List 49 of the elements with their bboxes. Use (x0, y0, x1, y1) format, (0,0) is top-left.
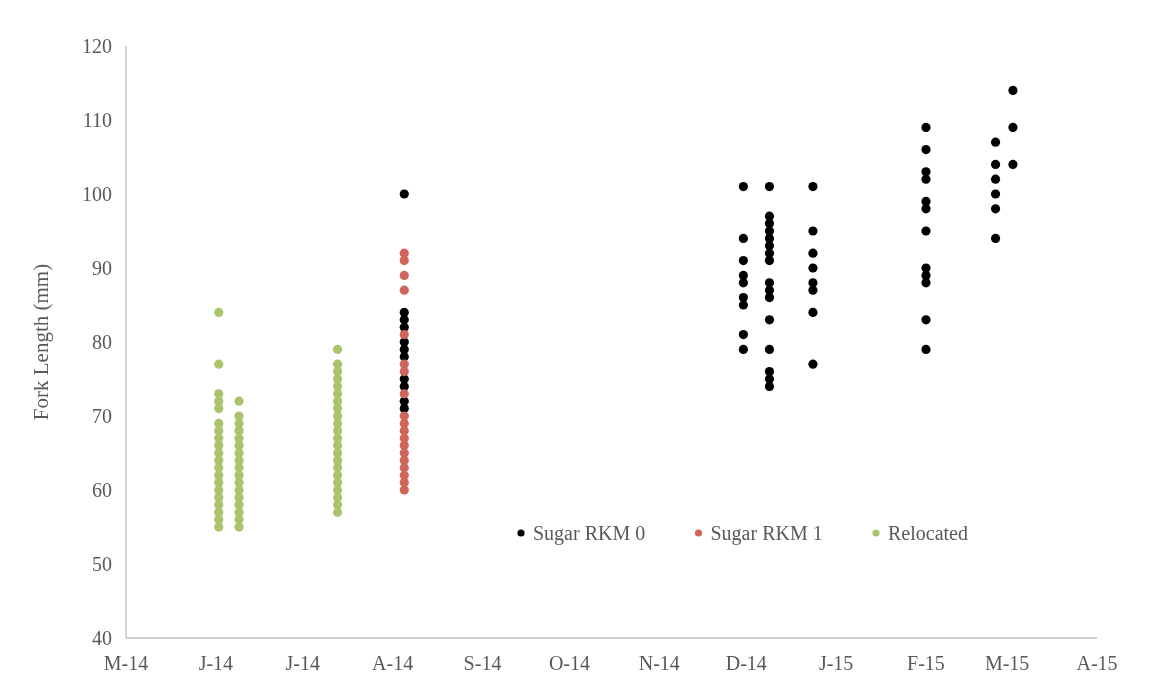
y-tick-label: 80 (92, 331, 112, 353)
point (399, 389, 409, 399)
y-tick-label: 60 (92, 479, 112, 501)
legend-label: Relocated (888, 522, 968, 544)
x-tick-label: N-14 (638, 652, 680, 674)
point (332, 441, 343, 451)
point (399, 367, 409, 377)
point (234, 396, 244, 406)
point (332, 344, 343, 354)
y-tick-label: 110 (82, 109, 112, 131)
y-tick-label: 100 (82, 183, 112, 205)
y-tick-label: 90 (92, 257, 112, 279)
point (399, 256, 409, 266)
point (399, 478, 409, 488)
x-tick-label: J-14 (198, 652, 234, 674)
point (399, 485, 409, 495)
x-tick-label: M-14 (103, 652, 149, 674)
point (214, 515, 224, 525)
x-tick-label: D-14 (725, 652, 767, 674)
x-tick-label: M-15 (984, 652, 1030, 674)
point (399, 270, 409, 280)
y-tick-label: 40 (92, 627, 112, 649)
x-tick-label: S-14 (463, 652, 502, 674)
x-tick-label: A-14 (372, 652, 414, 674)
point (332, 507, 343, 517)
x-tick-label: A-15 (1076, 652, 1118, 674)
x-tick-label: J-15 (818, 652, 854, 674)
legend-label: Sugar RKM 1 (710, 522, 823, 545)
point (399, 441, 409, 451)
x-tick-label: O-14 (548, 652, 591, 674)
point (214, 522, 224, 532)
legend-label: Sugar RKM 0 (533, 522, 646, 545)
point (234, 522, 244, 532)
point (332, 404, 343, 414)
x-tick-label: F-15 (907, 652, 945, 674)
point (399, 285, 409, 295)
point (214, 307, 224, 317)
point (214, 404, 224, 414)
point (332, 367, 343, 377)
point (214, 359, 224, 369)
y-tick-label: 120 (82, 35, 112, 57)
y-tick-label: 70 (92, 405, 112, 427)
point (399, 330, 409, 340)
y-axis-title: Fork Length (mm) (29, 263, 53, 421)
y-tick-label: 50 (92, 553, 112, 575)
point (214, 441, 224, 451)
point (332, 478, 343, 488)
x-tick-label: J-14 (285, 652, 321, 674)
point (214, 478, 224, 488)
